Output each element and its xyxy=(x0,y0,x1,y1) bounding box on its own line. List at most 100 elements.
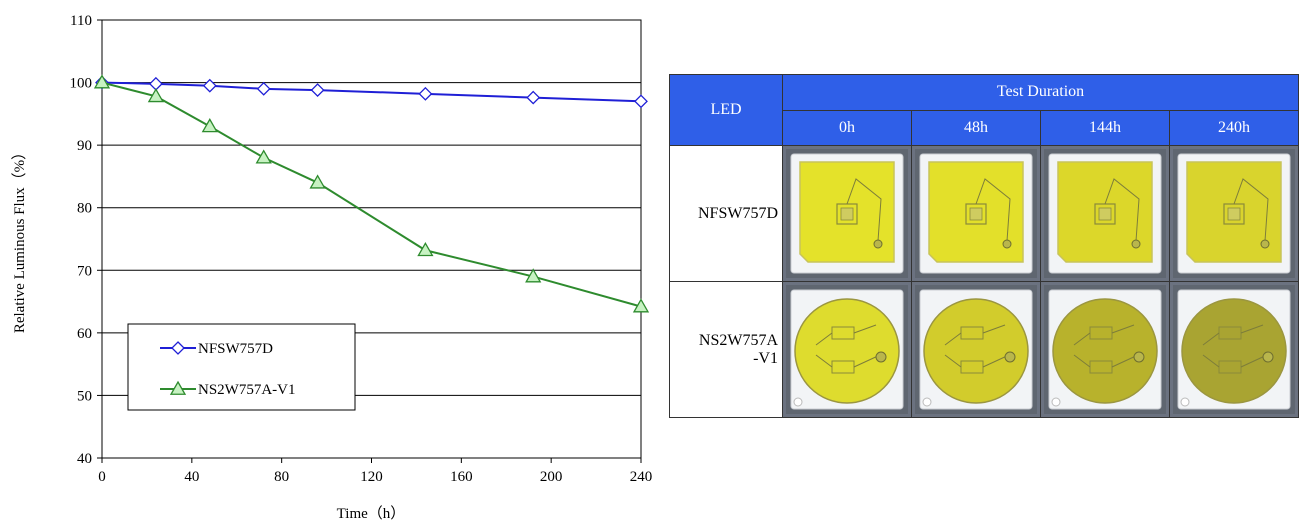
y-tick-label: 40 xyxy=(77,451,92,467)
x-tick-label: 200 xyxy=(540,469,563,485)
electrode-pad xyxy=(1262,351,1274,363)
led-header: LED xyxy=(669,74,783,146)
y-tick-label: 50 xyxy=(77,388,92,404)
electrode-pad xyxy=(1004,351,1016,363)
legend-marker-nfsw757d xyxy=(171,341,185,355)
row-label-ns2w757a-v1: NS2W757A -V1 xyxy=(669,281,783,418)
led-photo-ns2w757a-v1-240h xyxy=(1169,281,1299,418)
x-tick-label: 240 xyxy=(630,469,653,485)
duration-0h: 0h xyxy=(782,109,912,146)
y-tick-label: 90 xyxy=(77,138,92,154)
electrode-pad xyxy=(1131,239,1141,249)
led-photo-ns2w757a-v1-0h xyxy=(782,281,912,418)
mark-dot xyxy=(922,397,932,407)
x-axis-title: Time（h） xyxy=(337,505,406,522)
data-point xyxy=(634,94,648,109)
y-axis-title: Relative Luminous Flux（%） xyxy=(11,145,28,333)
y-tick-label: 80 xyxy=(77,201,92,217)
chip-die xyxy=(1227,207,1241,221)
y-axis-ticks: 40 50 60 70 80 90 100 110 xyxy=(70,13,102,467)
series-line-ns2w757a-v1 xyxy=(101,81,642,308)
electrode-pad xyxy=(875,351,887,363)
led-image xyxy=(1044,149,1166,278)
y-tick-label: 110 xyxy=(70,13,92,29)
data-point xyxy=(418,86,433,101)
data-point xyxy=(526,90,541,105)
duration-144h: 144h xyxy=(1040,109,1170,146)
bond-wire xyxy=(1233,178,1269,242)
x-tick-label: 0 xyxy=(98,469,106,485)
led-image xyxy=(1173,149,1295,278)
led-photo-ns2w757a-v1-48h xyxy=(911,281,1041,418)
electrode-pad xyxy=(1002,239,1012,249)
legend-label-nfsw757d: NFSW757D xyxy=(198,341,273,357)
phosphor-area xyxy=(1052,298,1158,404)
led-photo-nfsw757d-240h xyxy=(1169,145,1299,282)
legend: NFSW757D NS2W757A-V1 xyxy=(127,323,356,411)
led-photo-nfsw757d-48h xyxy=(911,145,1041,282)
led-image xyxy=(786,149,908,278)
table-row: NS2W757A -V1 xyxy=(669,281,1299,418)
bond-wire xyxy=(815,324,881,368)
y-tick-label: 70 xyxy=(77,263,92,279)
series-group xyxy=(93,74,650,313)
phosphor-area xyxy=(794,298,900,404)
data-point xyxy=(147,88,165,103)
led-photo-nfsw757d-144h xyxy=(1040,145,1170,282)
y-tick-label: 60 xyxy=(77,326,92,342)
x-tick-label: 120 xyxy=(360,469,383,485)
data-point xyxy=(309,174,326,189)
led-image xyxy=(915,285,1037,414)
chip-die xyxy=(840,207,854,221)
bond-wire xyxy=(1073,324,1139,368)
series-line-nfsw757d xyxy=(101,81,642,103)
test-duration-header: Test Duration xyxy=(782,74,1299,111)
x-tick-label: 80 xyxy=(274,469,289,485)
legend-label-ns2w757a-v1: NS2W757A-V1 xyxy=(198,382,296,398)
led-image xyxy=(1044,285,1166,414)
mark-dot xyxy=(793,397,803,407)
phosphor-area xyxy=(1181,298,1287,404)
legend-box xyxy=(127,323,356,411)
data-point xyxy=(201,118,218,133)
data-point xyxy=(202,78,217,93)
led-photo-nfsw757d-0h xyxy=(782,145,912,282)
phosphor-area xyxy=(923,298,1029,404)
data-point xyxy=(417,241,434,257)
chip-die xyxy=(1098,207,1112,221)
electrode-pad xyxy=(873,239,883,249)
row-label-nfsw757d: NFSW757D xyxy=(669,145,783,282)
duration-48h: 48h xyxy=(911,109,1041,146)
data-point xyxy=(148,76,163,91)
data-point xyxy=(255,149,272,164)
bond-wire xyxy=(846,178,882,242)
bond-wire xyxy=(1104,178,1140,242)
row-label-line1: NFSW757D xyxy=(697,204,778,222)
x-tick-label: 40 xyxy=(184,469,199,485)
y-tick-label: 100 xyxy=(70,76,93,92)
electrode-pad xyxy=(1133,351,1145,363)
data-point xyxy=(256,81,271,96)
led-image xyxy=(1173,285,1295,414)
luminous-flux-chart: 40 50 60 70 80 90 100 110 0 40 80 120 160 200 240 Tim… xyxy=(11,13,652,522)
table-row: NFSW757D xyxy=(669,145,1299,282)
data-point xyxy=(632,298,650,313)
duration-240h: 240h xyxy=(1169,109,1299,146)
row-label-line2: -V1 xyxy=(753,349,778,367)
electrode-pad xyxy=(1260,239,1270,249)
bond-wire xyxy=(1202,324,1268,368)
led-image xyxy=(915,149,1037,278)
row-label-line1: NS2W757A xyxy=(698,331,778,349)
data-point xyxy=(525,268,542,283)
x-tick-label: 160 xyxy=(450,469,473,485)
led-image xyxy=(786,285,908,414)
mark-dot xyxy=(1180,397,1190,407)
legend-marker-ns2w757a-v1 xyxy=(169,380,187,395)
led-photo-table: LED Test Duration 0h 48h 144h 240h NFSW7… xyxy=(669,74,1299,418)
led-photo-ns2w757a-v1-144h xyxy=(1040,281,1170,418)
data-point xyxy=(310,83,325,97)
bond-wire xyxy=(975,178,1011,242)
chip-die xyxy=(969,207,983,221)
bond-wire xyxy=(944,324,1010,368)
x-axis-ticks: 0 40 80 120 160 200 240 xyxy=(98,458,652,485)
